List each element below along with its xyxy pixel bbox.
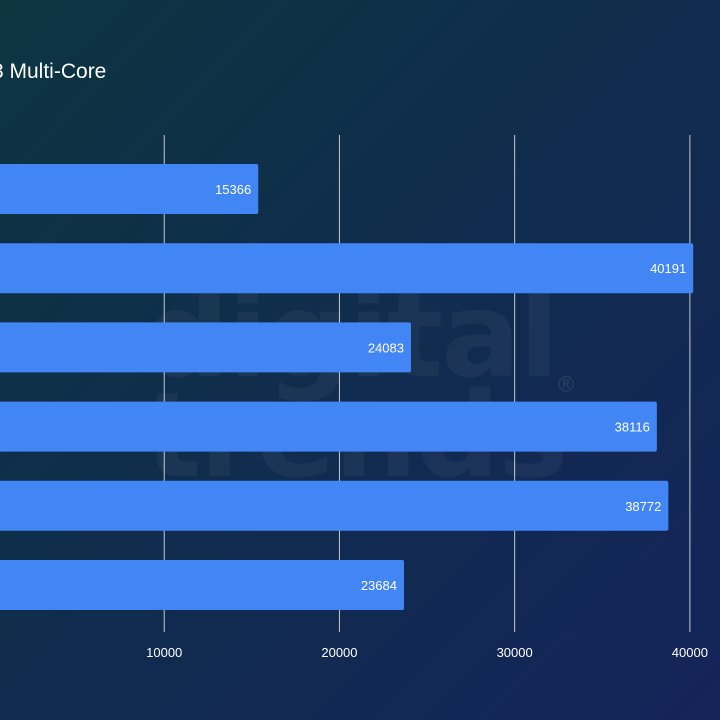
x-axis-ticks: 10000 20000 30000 40000: [146, 645, 708, 660]
watermark-registered-mark: ®: [555, 373, 577, 398]
bar-value-label: 38116: [615, 420, 650, 435]
gridlines: [163, 135, 691, 632]
value-labels: 15366 40191 24083 38116 38772 23684: [215, 182, 686, 593]
x-tick-label: 20000: [321, 645, 357, 660]
bar-value-label: 23684: [361, 578, 397, 593]
bar: [0, 560, 404, 610]
x-tick-label: 10000: [146, 645, 182, 660]
x-tick-label: 30000: [497, 645, 533, 660]
chart-title: 3 Multi-Core: [0, 60, 107, 83]
bar-value-label: 15366: [215, 182, 251, 197]
bars: [0, 164, 694, 610]
bar-value-label: 24083: [368, 340, 404, 355]
bar: [0, 401, 657, 452]
bar: [0, 322, 411, 373]
x-tick-label: 40000: [672, 645, 708, 660]
bar: [0, 164, 259, 214]
bar: [0, 243, 694, 294]
bar-value-label: 40191: [650, 261, 686, 276]
bar-value-label: 38772: [625, 499, 661, 514]
bar: [0, 480, 669, 531]
